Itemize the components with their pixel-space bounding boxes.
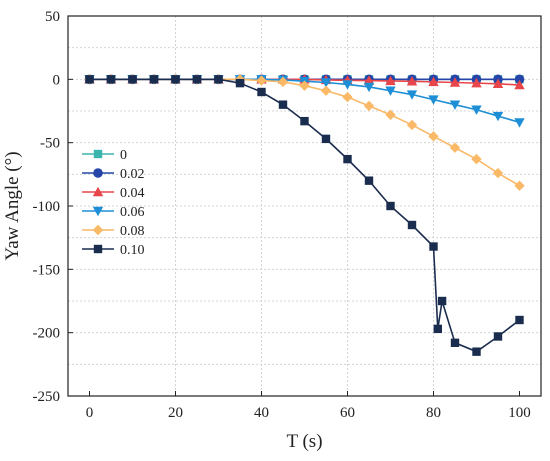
data-point	[106, 75, 116, 84]
data-point	[472, 347, 481, 356]
data-point	[342, 91, 353, 103]
data-point	[256, 75, 267, 86]
x-tick-label: 40	[254, 405, 269, 421]
legend-label: 0.04	[120, 186, 145, 201]
x-axis-title: T (s)	[286, 431, 322, 452]
x-tick-label: 60	[340, 405, 355, 421]
data-point	[278, 100, 288, 109]
legend-item: 0.06	[82, 205, 145, 220]
legend-label: 0	[120, 148, 127, 163]
data-point	[492, 78, 504, 88]
data-point	[320, 85, 332, 96]
data-point	[364, 176, 374, 185]
data-point	[449, 100, 461, 110]
x-tick-label: 0	[86, 405, 94, 421]
data-point	[471, 77, 482, 88]
y-tick-label: -100	[33, 199, 61, 215]
data-point	[428, 76, 439, 87]
data-point	[471, 105, 482, 115]
data-point	[406, 76, 418, 86]
data-point	[128, 75, 137, 84]
data-point	[171, 75, 180, 84]
data-point	[406, 119, 418, 131]
data-point	[149, 75, 159, 84]
legend-marker	[92, 186, 104, 197]
data-point	[437, 296, 447, 306]
data-point	[320, 78, 332, 88]
data-point	[300, 116, 309, 126]
data-point	[450, 338, 460, 347]
data-point	[449, 77, 461, 87]
data-point	[407, 220, 417, 230]
y-tick-label: 0	[53, 72, 61, 88]
data-point	[492, 111, 504, 122]
legend-label: 0.08	[120, 224, 145, 239]
data-point	[214, 75, 223, 84]
data-point	[257, 87, 266, 97]
data-point	[363, 82, 375, 93]
ticks: 0 20 40 60 80 100 50 0 -50 -100 -150 -200 -250	[33, 9, 531, 421]
data-point	[385, 109, 396, 120]
legend-label: 0.10	[120, 243, 145, 258]
legend-marker	[93, 149, 103, 159]
legend-item: 0.10	[82, 243, 145, 258]
data-point	[385, 86, 396, 96]
data-point	[321, 134, 331, 144]
data-point	[277, 76, 289, 88]
legend-item: 0.02	[82, 167, 145, 182]
data-point	[471, 153, 482, 165]
data-point	[363, 100, 375, 112]
legend-item: 0.08	[82, 224, 145, 239]
y-tick-label: -200	[33, 326, 61, 342]
data-point	[385, 75, 396, 86]
data-point	[363, 75, 375, 85]
legend-label: 0.02	[120, 167, 145, 182]
data-point	[433, 324, 442, 334]
data-point	[514, 180, 525, 191]
series-line	[89, 78, 520, 187]
x-tick-label: 80	[426, 405, 441, 421]
y-tick-label: -250	[33, 389, 61, 405]
data-point	[514, 74, 525, 85]
legend-marker	[93, 168, 103, 178]
data-point	[493, 332, 503, 341]
data-point	[514, 118, 525, 128]
series-0-10	[85, 75, 524, 356]
data-point	[428, 95, 439, 105]
x-tick-label: 20	[168, 405, 183, 421]
legend-marker	[93, 244, 103, 254]
legend-item: 0	[82, 148, 127, 163]
legend-item: 0.04	[82, 186, 145, 201]
y-tick-label: -50	[40, 136, 60, 152]
data-point	[386, 201, 395, 211]
data-point	[85, 75, 94, 84]
legend-marker	[92, 224, 104, 236]
data-point	[449, 142, 461, 153]
data-point	[342, 80, 353, 90]
legend-marker	[92, 206, 104, 217]
data-point	[428, 131, 439, 142]
y-tick-label: -150	[33, 262, 61, 278]
x-tick-label: 100	[508, 405, 531, 421]
data-point	[235, 78, 245, 88]
data-point	[299, 80, 310, 91]
legend-label: 0.06	[120, 205, 145, 220]
data-point	[192, 75, 202, 84]
data-point	[406, 90, 418, 100]
data-point	[343, 154, 352, 164]
y-tick-label: 50	[45, 9, 60, 25]
data-point	[515, 315, 524, 325]
data-point	[429, 242, 438, 251]
data-point	[514, 79, 525, 90]
series-0-08	[84, 74, 525, 191]
y-axis-title: Yaw Angle (°)	[2, 151, 23, 260]
data-point	[492, 167, 504, 179]
legend: 0 0.02 0.04 0.06 0.08 0.10	[82, 148, 145, 258]
